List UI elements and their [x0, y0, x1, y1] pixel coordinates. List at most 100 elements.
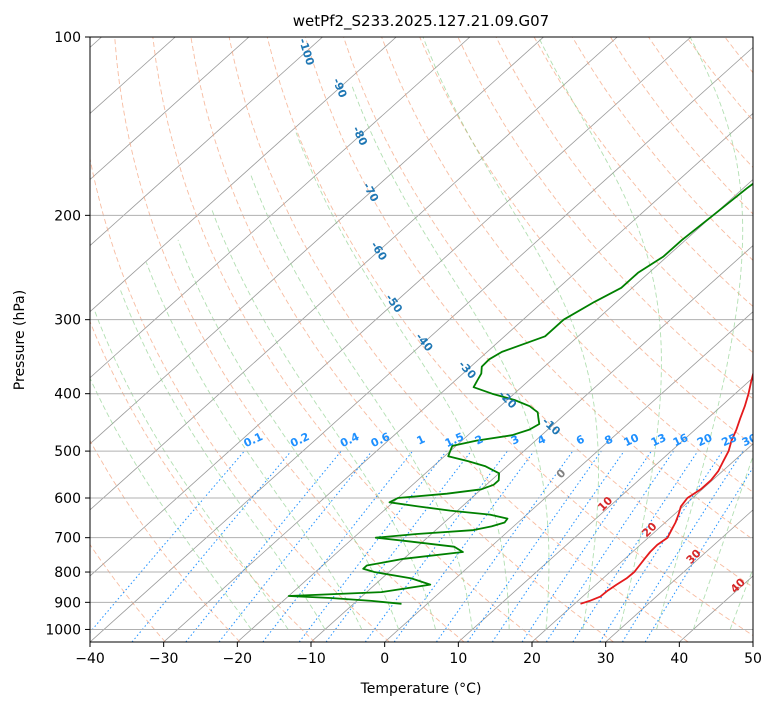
x-tick-label: −30 [149, 651, 179, 667]
y-tick-label: 200 [54, 208, 81, 224]
mixing-ratio-line [545, 450, 675, 642]
moist-adiabat-line [350, 83, 550, 630]
dry-adiabat-label: -80 [350, 124, 370, 148]
mixing-ratio-line [621, 450, 744, 642]
dry-adiabat-line [152, 37, 540, 642]
mixing-ratio-label: 25 [720, 431, 739, 449]
moist-adiabat-line [422, 37, 599, 630]
mixing-ratio-line [521, 450, 652, 642]
pressure-gridlines [90, 37, 753, 630]
dry-adiabat-line [114, 37, 465, 642]
dry-adiabat-label: -100 [296, 37, 317, 67]
isotherm-line [90, 37, 618, 511]
mixing-ratio-label: 20 [695, 431, 715, 449]
dry-adiabat-label: -30 [456, 358, 479, 382]
mixing-ratio-line [644, 466, 753, 642]
dry-adiabat-line [266, 37, 753, 637]
x-tick-label: −10 [296, 651, 326, 667]
dry-adiabat-line [571, 37, 753, 261]
x-axis-ticks: −40 −30 −20 −10 0 10 20 30 40 50 [75, 642, 762, 667]
isotherm-line [90, 37, 544, 445]
isotherm-line [163, 112, 753, 642]
moist-adiabat-line [119, 287, 326, 630]
dry-adiabat-line [381, 37, 753, 493]
x-tick-label: 30 [597, 651, 615, 667]
mixing-ratio-line [90, 450, 245, 634]
moist-adiabat-line [177, 239, 400, 630]
mixing-ratio-line [599, 450, 723, 642]
moist-adiabat-line [145, 262, 363, 630]
dry-adiabat-line [90, 156, 390, 642]
x-tick-label: −20 [223, 651, 253, 667]
moist-adiabat-label: 40 [728, 576, 748, 596]
mixing-ratio-label: 30 [740, 431, 760, 449]
isotherm-line [384, 311, 753, 642]
mixing-ratio-line [572, 450, 699, 642]
dry-adiabat-line [763, 37, 775, 642]
y-tick-label: 900 [54, 595, 81, 611]
mixing-ratio-label: 1.5 [443, 430, 466, 450]
mixing-ratio-label: 6 [574, 432, 587, 447]
mixing-ratio-line [262, 450, 414, 642]
dry-adiabat-line [90, 439, 241, 642]
mixing-ratio-line [393, 450, 535, 642]
moist-adiabat-line [692, 454, 753, 630]
mixing-ratio-label: 0.6 [369, 430, 392, 450]
chart-title: wetPf2_S233.2025.127.21.09.G07 [293, 12, 549, 31]
temperature-line [580, 370, 753, 605]
mixing-ratio-label: 3 [509, 433, 521, 448]
x-tick-label: −40 [75, 651, 105, 667]
moist-adiabat-line [249, 173, 473, 630]
dry-adiabat-label: -70 [360, 180, 381, 204]
dry-adiabat-line [343, 37, 753, 540]
isotherm-line [605, 509, 753, 642]
y-tick-label: 400 [54, 387, 81, 403]
x-tick-label: 20 [523, 651, 541, 667]
dry-adiabat-line [686, 37, 753, 122]
isotherm-line [531, 443, 753, 642]
mixing-ratio-label: 0.4 [338, 430, 361, 450]
mixing-ratio-line [467, 450, 602, 642]
isotherm-line [752, 641, 753, 642]
mixing-ratio-line [218, 450, 373, 642]
isotherm-line [90, 37, 692, 577]
dry-adiabat-line [533, 37, 753, 308]
mixing-ratio-label: 1 [415, 433, 427, 448]
adiabat-labels: -100-90-80-70-60-50-40-30-20-10010203040… [242, 37, 775, 596]
y-tick-label: 700 [54, 531, 81, 547]
y-tick-label: 500 [54, 444, 81, 460]
mixing-ratio-label: 0.2 [288, 430, 311, 450]
mixing-ratio-label: 4 [535, 432, 548, 447]
dry-adiabat-line [190, 37, 614, 642]
mixing-ratio-line [298, 450, 447, 642]
x-axis-label: Temperature (°C) [360, 681, 482, 697]
mixing-ratio-label: 16 [671, 431, 691, 449]
moist-adiabat-line [729, 567, 753, 630]
dry-adiabat-label: -40 [413, 330, 436, 354]
moist-adiabat-line [656, 37, 744, 630]
mixing-ratio-line [435, 450, 574, 642]
y-tick-label: 100 [54, 30, 81, 46]
moist-adiabat-line [295, 132, 510, 630]
moist-adiabat-label: 30 [684, 547, 704, 567]
x-tick-label: 10 [449, 651, 467, 667]
mixing-ratio-line [185, 450, 342, 642]
x-tick-label: 50 [744, 651, 762, 667]
moist-adiabat-label: 20 [640, 520, 660, 540]
isotherm-line [458, 377, 753, 642]
mixing-ratio-label: 0.1 [242, 430, 265, 450]
mixing-ratio-line [131, 450, 292, 642]
isotherm-line [90, 37, 250, 181]
mixing-ratio-line [491, 450, 625, 642]
y-tick-label: 300 [54, 313, 81, 329]
dry-adiabat-label: -90 [330, 76, 350, 100]
isotherm-line [310, 245, 753, 642]
dry-adiabat-line [419, 37, 753, 446]
y-tick-label: 800 [54, 565, 81, 581]
mixing-ratio-label: 36 [761, 431, 775, 449]
dewpoint-line [287, 182, 753, 605]
x-tick-label: 40 [670, 651, 688, 667]
mixing-ratio-label: 10 [622, 431, 642, 449]
dry-adiabat-line [304, 37, 753, 588]
